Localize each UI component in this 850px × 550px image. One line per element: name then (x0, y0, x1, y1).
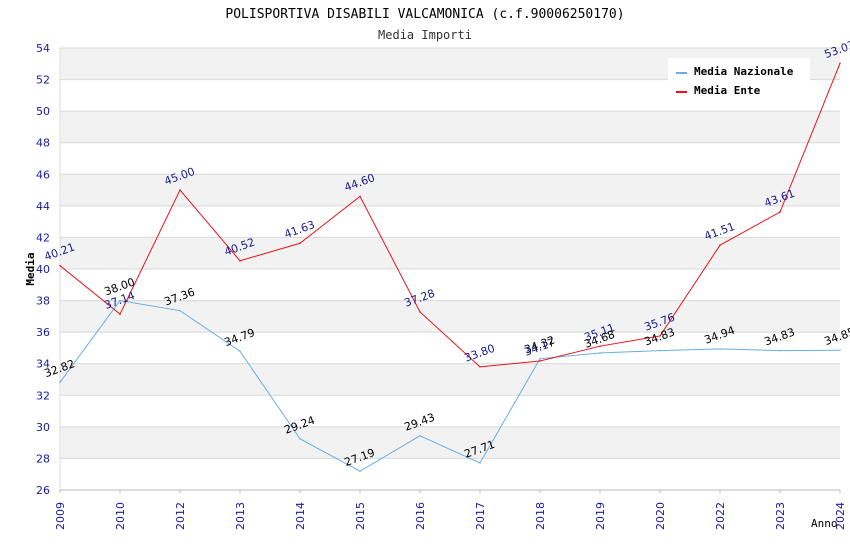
data-point (299, 242, 301, 245)
y-tick-label: 36 (36, 326, 50, 339)
x-tick-label: 2020 (654, 502, 667, 530)
legend-label-media-ente: Media Ente (694, 84, 761, 97)
y-tick-label: 52 (36, 74, 50, 87)
y-tick-label: 48 (36, 137, 50, 150)
data-point (59, 264, 61, 267)
data-point (539, 360, 541, 362)
data-point (599, 352, 601, 354)
data-point (419, 435, 421, 437)
x-axis-title: Anno (811, 517, 838, 530)
x-tick-label: 2015 (354, 502, 367, 530)
x-tick-label: 2012 (174, 502, 187, 530)
x-tick-label: 2009 (54, 502, 67, 530)
data-point (179, 189, 181, 191)
x-tick-label: 2024 (834, 502, 847, 530)
plot-band (60, 174, 840, 206)
y-tick-label: 32 (36, 389, 50, 402)
x-tick-label: 2010 (114, 502, 127, 530)
legend-label-media-nazionale: Media Nazionale (694, 65, 794, 78)
data-point (479, 366, 481, 368)
y-tick-label: 42 (36, 231, 50, 244)
x-tick-labels: 2009 2010 2012 2013 2014 2015 2016 2017 2018 2019… (54, 490, 847, 530)
data-point (839, 349, 841, 352)
legend: Media Nazionale Media Ente (668, 58, 810, 100)
x-tick-label: 2013 (234, 502, 247, 530)
data-point (239, 259, 241, 262)
data-point (59, 381, 61, 384)
data-point (119, 313, 121, 315)
y-tick-label: 34 (36, 358, 50, 371)
x-tick-label: 2017 (474, 502, 487, 530)
y-tick-label: 50 (36, 105, 50, 118)
y-tick-label: 54 (36, 42, 50, 55)
data-point (119, 299, 121, 302)
y-tick-label: 28 (36, 452, 50, 465)
plot-band (60, 111, 840, 143)
y-tick-label: 38 (36, 295, 50, 308)
data-point (479, 462, 481, 464)
series-lines (59, 62, 841, 473)
y-tick-label: 46 (36, 168, 50, 181)
y-axis-title: Media (24, 252, 37, 285)
plot-band (60, 300, 840, 333)
y-tick-label: 30 (36, 421, 50, 434)
data-label: 53.03 (823, 38, 850, 61)
y-tick-label: 44 (36, 200, 50, 213)
data-point (779, 349, 781, 352)
series-line-media-nazionale (59, 300, 841, 472)
x-tick-label: 2023 (774, 502, 787, 530)
x-tick-label: 2018 (534, 502, 547, 530)
data-point (299, 438, 301, 440)
plot-bands (60, 48, 840, 459)
x-tick-label: 2019 (594, 502, 607, 530)
data-point (179, 309, 181, 312)
x-tick-label: 2014 (294, 502, 307, 530)
data-point (719, 348, 721, 350)
data-point (359, 195, 361, 198)
x-tick-label: 2022 (714, 502, 727, 530)
plot-band (60, 426, 840, 459)
data-point (359, 470, 361, 473)
legend-box (668, 58, 810, 100)
data-point (419, 311, 421, 313)
data-point (539, 357, 541, 360)
data-point (599, 345, 601, 347)
data-point (659, 349, 661, 352)
data-point (719, 244, 721, 246)
chart-subtitle: Media Importi (378, 28, 472, 42)
data-label: 33.80 (463, 342, 497, 365)
data-point (659, 335, 661, 337)
plot-band (60, 363, 840, 396)
series-line-media-ente (59, 63, 841, 368)
plot-band (60, 237, 840, 269)
y-tick-labels: 26 28 30 32 34 36 38 40 42 44 46 48 50 52 54 (36, 42, 50, 497)
data-point (839, 62, 841, 65)
y-tick-label: 40 (36, 263, 50, 276)
y-tick-label: 26 (36, 484, 50, 497)
chart-title: POLISPORTIVA DISABILI VALCAMONICA (c.f.9… (225, 7, 624, 22)
data-point (779, 211, 781, 213)
data-point (239, 350, 241, 353)
x-tick-label: 2016 (414, 502, 427, 530)
